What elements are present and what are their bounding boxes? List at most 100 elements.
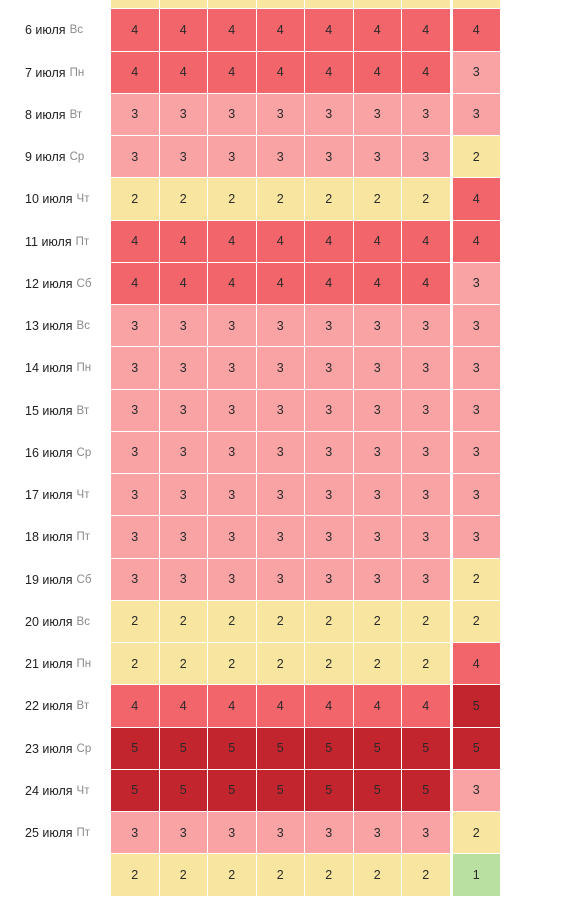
value-cell[interactable]: 3 [305,136,353,179]
value-cell[interactable]: 2 [159,600,207,643]
value-cell[interactable]: 3 [452,347,500,390]
value-cell[interactable]: 2 [159,854,207,897]
value-cell[interactable]: 3 [305,389,353,432]
value-cell[interactable]: 4 [305,262,353,305]
value-cell[interactable]: 2 [111,643,159,686]
value-cell[interactable]: 3 [402,93,450,136]
value-cell[interactable]: 3 [305,93,353,136]
value-cell[interactable]: 3 [256,389,304,432]
value-cell[interactable]: 4 [305,9,353,52]
value-cell[interactable]: 3 [402,136,450,179]
value-cell[interactable]: 3 [256,812,304,855]
value-cell[interactable]: 3 [159,474,207,517]
value-cell[interactable]: 5 [402,769,450,812]
value-cell[interactable]: 3 [305,812,353,855]
value-cell[interactable]: 3 [208,305,256,348]
value-cell[interactable]: 3 [111,136,159,179]
value-cell[interactable]: 3 [208,347,256,390]
value-cell[interactable]: 2 [305,178,353,221]
value-cell[interactable]: 3 [256,305,304,348]
value-cell[interactable]: 3 [111,93,159,136]
value-cell[interactable]: 3 [402,431,450,474]
value-cell[interactable]: 3 [159,558,207,601]
value-cell[interactable]: 2 [452,600,500,643]
value-cell[interactable]: 4 [353,9,401,52]
value-cell[interactable]: 3 [111,431,159,474]
value-cell[interactable]: 2 [256,854,304,897]
value-cell[interactable]: 4 [402,685,450,728]
value-cell[interactable]: 4 [305,685,353,728]
value-cell[interactable]: 4 [111,220,159,263]
value-cell[interactable]: 3 [111,812,159,855]
value-cell[interactable]: 3 [305,347,353,390]
value-cell[interactable]: 4 [452,220,500,263]
value-cell[interactable]: 3 [452,262,500,305]
value-cell[interactable]: 5 [452,685,500,728]
value-cell[interactable]: 4 [256,220,304,263]
value-cell[interactable]: 3 [353,558,401,601]
value-cell[interactable]: 2 [353,178,401,221]
value-cell[interactable]: 3 [111,474,159,517]
value-cell[interactable]: 3 [452,93,500,136]
value-cell[interactable]: 2 [208,0,256,10]
value-cell[interactable]: 2 [353,0,401,10]
value-cell[interactable]: 3 [159,93,207,136]
value-cell[interactable]: 5 [159,727,207,770]
value-cell[interactable]: 3 [305,558,353,601]
value-cell[interactable]: 4 [208,685,256,728]
value-cell[interactable]: 3 [353,389,401,432]
value-cell[interactable]: 2 [256,600,304,643]
value-cell[interactable]: 5 [256,769,304,812]
value-cell[interactable]: 3 [305,516,353,559]
value-cell[interactable]: 3 [208,431,256,474]
value-cell[interactable]: 3 [402,347,450,390]
value-cell[interactable]: 2 [256,178,304,221]
value-cell[interactable]: 3 [452,769,500,812]
value-cell[interactable]: 2 [208,178,256,221]
value-cell[interactable]: 2 [159,178,207,221]
value-cell[interactable]: 3 [353,812,401,855]
value-cell[interactable]: 3 [256,474,304,517]
value-cell[interactable]: 2 [353,854,401,897]
value-cell[interactable]: 3 [256,93,304,136]
value-cell[interactable]: 2 [111,178,159,221]
value-cell[interactable]: 2 [402,600,450,643]
value-cell[interactable]: 2 [208,854,256,897]
value-cell[interactable]: 5 [111,769,159,812]
value-cell[interactable]: 4 [452,9,500,52]
value-cell[interactable]: 3 [305,474,353,517]
value-cell[interactable]: 2 [305,0,353,10]
value-cell[interactable]: 3 [353,431,401,474]
value-cell[interactable]: 2 [353,600,401,643]
value-cell[interactable]: 3 [305,431,353,474]
value-cell[interactable]: 3 [452,305,500,348]
value-cell[interactable]: 5 [353,769,401,812]
value-cell[interactable]: 3 [353,474,401,517]
value-cell[interactable]: 4 [402,262,450,305]
value-cell[interactable]: 2 [402,643,450,686]
value-cell[interactable]: 3 [208,812,256,855]
value-cell[interactable]: 3 [159,431,207,474]
value-cell[interactable]: 3 [353,305,401,348]
value-cell[interactable]: 4 [208,51,256,94]
value-cell[interactable]: 2 [305,643,353,686]
value-cell[interactable]: 3 [159,347,207,390]
value-cell[interactable]: 3 [353,136,401,179]
value-cell[interactable]: 3 [159,305,207,348]
value-cell[interactable]: 3 [402,558,450,601]
value-cell[interactable]: 4 [159,685,207,728]
value-cell[interactable]: 2 [159,0,207,10]
value-cell[interactable]: 4 [402,220,450,263]
value-cell[interactable]: 2 [111,0,159,10]
value-cell[interactable]: 3 [256,558,304,601]
value-cell[interactable]: 5 [111,727,159,770]
value-cell[interactable]: 3 [111,516,159,559]
value-cell[interactable]: 4 [256,9,304,52]
value-cell[interactable]: 3 [305,305,353,348]
value-cell[interactable]: 3 [208,474,256,517]
value-cell[interactable]: 3 [256,431,304,474]
value-cell[interactable]: 4 [208,9,256,52]
value-cell[interactable]: 5 [353,727,401,770]
value-cell[interactable]: 3 [353,93,401,136]
value-cell[interactable]: 4 [159,51,207,94]
